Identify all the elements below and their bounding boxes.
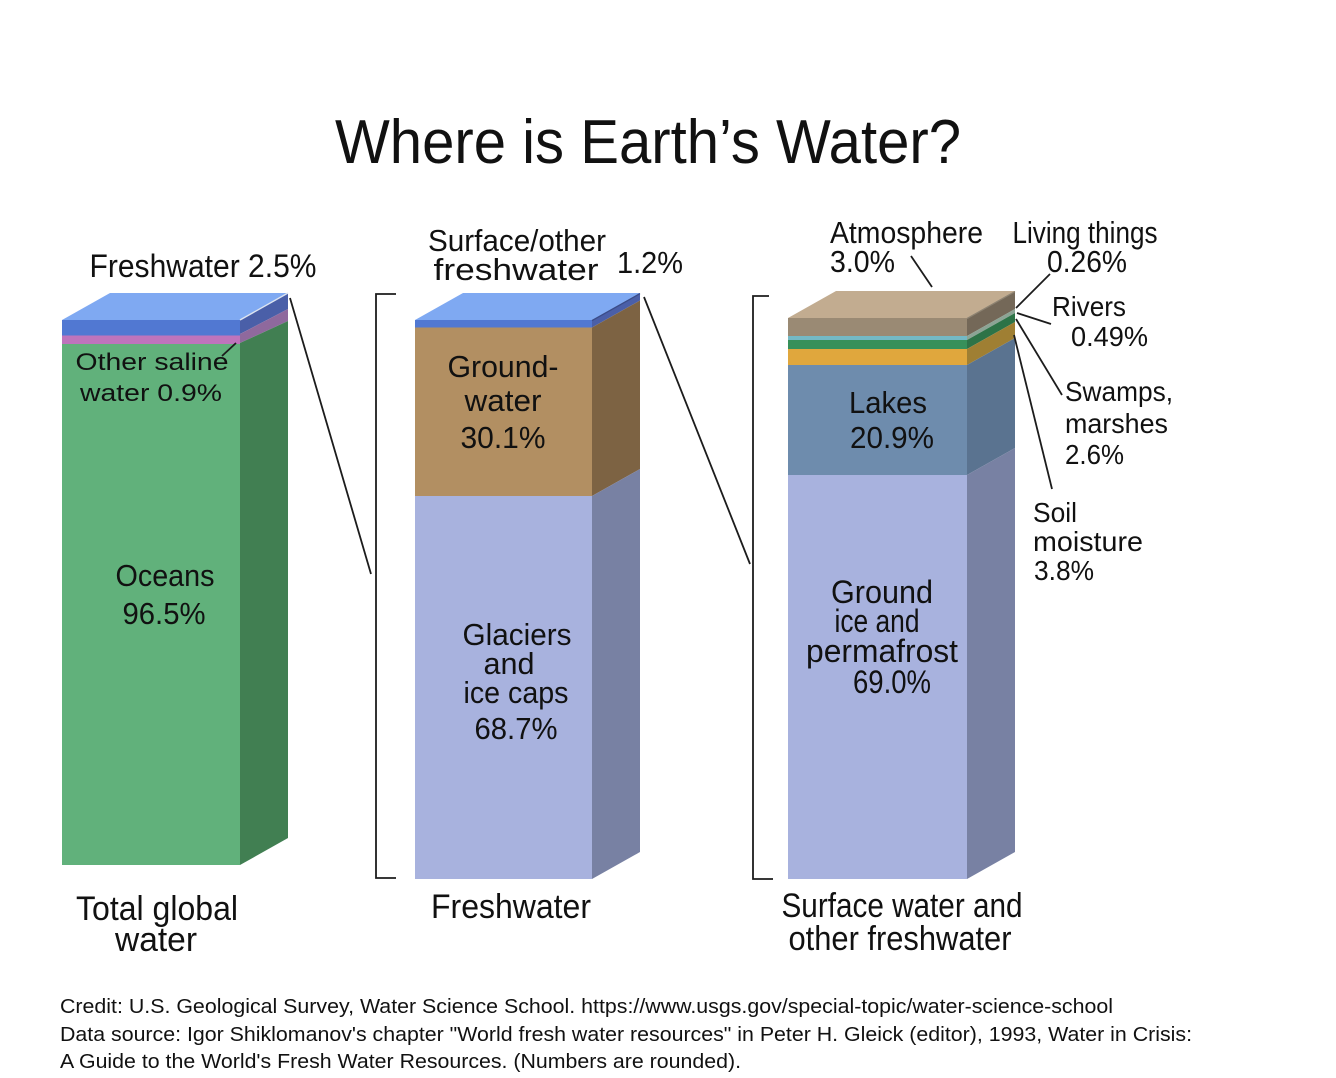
svg-text:A Guide to the World's Fresh W: A Guide to the World's Fresh Water Resou…: [60, 1051, 741, 1073]
svg-text:1.2%: 1.2%: [617, 245, 683, 280]
svg-text:Glaciers: Glaciers: [463, 617, 572, 652]
svg-text:0.49%: 0.49%: [1071, 321, 1148, 352]
svg-text:water: water: [463, 383, 541, 418]
svg-text:Swamps,: Swamps,: [1065, 376, 1173, 407]
svg-text:freshwater: freshwater: [434, 252, 599, 287]
svg-text:permafrost: permafrost: [806, 633, 958, 669]
svg-text:Surface water and: Surface water and: [782, 887, 1023, 925]
svg-text:Oceans: Oceans: [116, 558, 215, 593]
svg-text:other freshwater: other freshwater: [789, 920, 1012, 958]
svg-text:water 0.9%: water 0.9%: [79, 380, 222, 407]
svg-text:moisture: moisture: [1033, 526, 1143, 557]
svg-text:Total global: Total global: [76, 890, 238, 928]
svg-text:Atmosphere: Atmosphere: [830, 215, 983, 250]
svg-text:Rivers: Rivers: [1052, 291, 1126, 322]
svg-text:Other saline: Other saline: [76, 349, 229, 376]
svg-text:Where is Earth’s Water?: Where is Earth’s Water?: [335, 108, 961, 177]
svg-text:ice caps: ice caps: [464, 675, 569, 710]
svg-text:Surface/other: Surface/other: [428, 223, 606, 258]
svg-text:20.9%: 20.9%: [850, 420, 934, 455]
svg-text:30.1%: 30.1%: [461, 420, 546, 455]
svg-text:2.6%: 2.6%: [1065, 439, 1124, 470]
svg-text:Credit: U.S. Geological Survey: Credit: U.S. Geological Survey, Water Sc…: [60, 996, 1113, 1018]
svg-text:water: water: [114, 921, 197, 959]
svg-text:marshes: marshes: [1065, 408, 1168, 439]
svg-text:Ground-: Ground-: [448, 349, 559, 384]
svg-text:Lakes: Lakes: [849, 385, 927, 420]
svg-text:Living things: Living things: [1013, 215, 1158, 250]
svg-text:and: and: [484, 646, 535, 681]
svg-text:Data source: Igor Shiklomanov': Data source: Igor Shiklomanov's chapter …: [60, 1024, 1192, 1046]
svg-text:96.5%: 96.5%: [123, 596, 206, 631]
svg-text:Freshwater: Freshwater: [431, 888, 591, 926]
svg-text:68.7%: 68.7%: [475, 711, 558, 746]
svg-text:69.0%: 69.0%: [853, 664, 931, 700]
svg-text:Soil: Soil: [1033, 497, 1077, 528]
svg-text:Ground: Ground: [831, 574, 933, 610]
svg-text:Freshwater 2.5%: Freshwater 2.5%: [90, 248, 317, 284]
svg-text:3.0%: 3.0%: [830, 244, 895, 279]
svg-text:ice and: ice and: [835, 603, 920, 639]
svg-text:3.8%: 3.8%: [1034, 555, 1094, 586]
svg-text:0.26%: 0.26%: [1047, 244, 1127, 279]
